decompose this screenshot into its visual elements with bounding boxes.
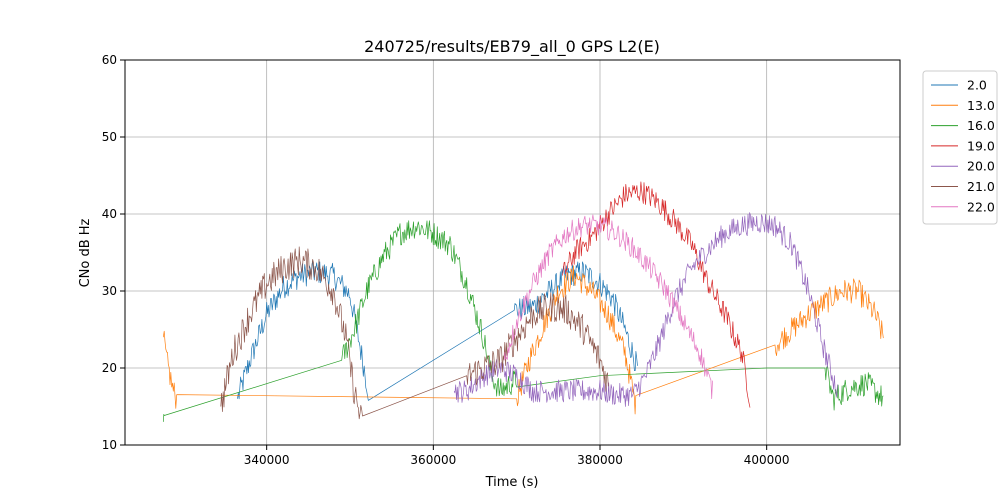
x-tick-label: 340000 bbox=[244, 453, 290, 467]
y-axis-ticks: 10 20 30 40 50 60 bbox=[102, 53, 125, 452]
legend-label: 2.0 bbox=[967, 78, 987, 93]
series-line-21.0 bbox=[220, 246, 609, 420]
plot-background bbox=[125, 60, 900, 445]
legend-box bbox=[922, 70, 998, 225]
legend-label: 21.0 bbox=[967, 179, 995, 194]
y-tick-label: 40 bbox=[102, 207, 117, 221]
legend-label: 13.0 bbox=[967, 98, 995, 113]
series-line-2.0 bbox=[237, 260, 638, 401]
x-tick-label: 380000 bbox=[577, 453, 623, 467]
y-axis-label: CNo dB Hz bbox=[78, 218, 93, 287]
legend-label: 19.0 bbox=[967, 138, 995, 153]
x-axis-label: Time (s) bbox=[485, 475, 539, 490]
legend-label: 22.0 bbox=[967, 199, 995, 214]
plot-frame bbox=[124, 59, 901, 446]
series-line-16.0 bbox=[162, 220, 884, 422]
series-line-20.0 bbox=[453, 212, 838, 407]
x-tick-label: 360000 bbox=[410, 453, 456, 467]
series-line-19.0 bbox=[562, 181, 751, 408]
series-line-13.0 bbox=[162, 265, 884, 415]
legend: 2.0 13.0 16.0 19.0 20.0 21.0 22.0 bbox=[922, 70, 998, 225]
y-tick-label: 10 bbox=[102, 438, 117, 452]
series-layer bbox=[162, 181, 884, 422]
y-tick-label: 30 bbox=[102, 284, 117, 298]
y-tick-label: 50 bbox=[102, 130, 117, 144]
chart-title: 240725/results/EB79_all_0 GPS L2(E) bbox=[364, 37, 660, 57]
series-line-22.0 bbox=[503, 214, 713, 400]
legend-label: 16.0 bbox=[967, 118, 995, 133]
y-tick-label: 20 bbox=[102, 361, 117, 375]
y-tick-label: 60 bbox=[102, 53, 117, 67]
x-axis-ticks: 340000 360000 380000 400000 bbox=[244, 445, 790, 467]
x-tick-label: 400000 bbox=[744, 453, 790, 467]
legend-label: 20.0 bbox=[967, 159, 995, 174]
